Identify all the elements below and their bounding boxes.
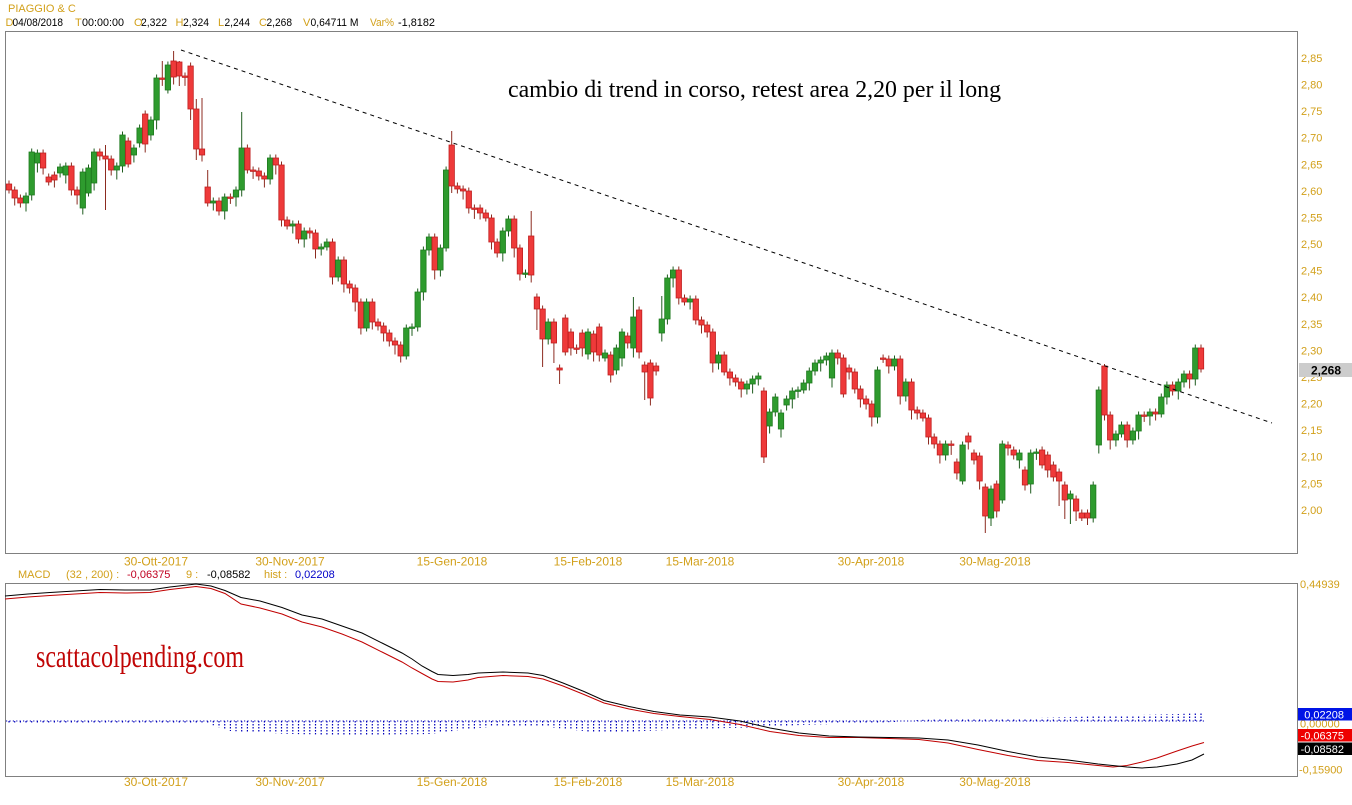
svg-text:2,322: 2,322 — [141, 17, 167, 29]
svg-text:30-Nov-2017: 30-Nov-2017 — [255, 555, 325, 569]
svg-text:15-Feb-2018: 15-Feb-2018 — [554, 775, 623, 789]
svg-text:0,02208: 0,02208 — [295, 569, 335, 581]
svg-text:30-Mag-2018: 30-Mag-2018 — [959, 775, 1031, 789]
svg-text:-0,06375: -0,06375 — [127, 569, 170, 581]
svg-text:0,44939: 0,44939 — [1300, 579, 1340, 591]
svg-text:30-Nov-2017: 30-Nov-2017 — [255, 775, 325, 789]
svg-text:PIAGGIO & C: PIAGGIO & C — [8, 3, 76, 15]
svg-text:30-Ott-2017: 30-Ott-2017 — [124, 775, 188, 789]
svg-text:00:00:00: 00:00:00 — [82, 17, 124, 29]
svg-text:15-Mar-2018: 15-Mar-2018 — [666, 775, 735, 789]
svg-text:2,40: 2,40 — [1301, 292, 1322, 304]
svg-text:H: H — [176, 17, 184, 29]
svg-text:30-Ott-2017: 30-Ott-2017 — [124, 555, 188, 569]
svg-text:scattacolpending.com: scattacolpending.com — [36, 638, 244, 674]
svg-text:04/08/2018: 04/08/2018 — [13, 17, 64, 29]
svg-text:L: L — [218, 17, 224, 29]
svg-text:2,244: 2,244 — [225, 17, 251, 29]
svg-text:2,50: 2,50 — [1301, 239, 1322, 251]
svg-text:O: O — [134, 17, 143, 29]
svg-text:0,02208: 0,02208 — [1304, 710, 1344, 722]
svg-text:30-Mag-2018: 30-Mag-2018 — [959, 555, 1031, 569]
svg-text:2,30: 2,30 — [1301, 345, 1322, 357]
svg-text:(32 , 200) :: (32 , 200) : — [66, 569, 119, 581]
svg-text:Var%: Var% — [370, 17, 394, 29]
svg-text:9 :: 9 : — [186, 569, 198, 581]
svg-text:30-Apr-2018: 30-Apr-2018 — [838, 555, 905, 569]
svg-text:15-Gen-2018: 15-Gen-2018 — [417, 775, 488, 789]
svg-text:2,75: 2,75 — [1301, 106, 1322, 118]
svg-text:-0,15900: -0,15900 — [1299, 765, 1342, 777]
svg-text:2,60: 2,60 — [1301, 186, 1322, 198]
svg-text:2,10: 2,10 — [1301, 452, 1322, 464]
svg-text:-0,08582: -0,08582 — [207, 569, 250, 581]
svg-text:2,268: 2,268 — [267, 17, 293, 29]
svg-text:2,55: 2,55 — [1301, 213, 1322, 225]
svg-text:C: C — [259, 17, 267, 29]
svg-text:2,65: 2,65 — [1301, 159, 1322, 171]
svg-text:2,20: 2,20 — [1301, 399, 1322, 411]
svg-text:2,45: 2,45 — [1301, 266, 1322, 278]
svg-text:-1,8182: -1,8182 — [398, 17, 435, 29]
svg-text:2,35: 2,35 — [1301, 319, 1322, 331]
svg-text:hist :: hist : — [264, 569, 287, 581]
svg-text:2,05: 2,05 — [1301, 478, 1322, 490]
svg-text:2,00: 2,00 — [1301, 505, 1322, 517]
svg-text:2,15: 2,15 — [1301, 425, 1322, 437]
svg-text:2,268: 2,268 — [1311, 364, 1341, 378]
svg-text:-0,06375: -0,06375 — [1301, 731, 1344, 743]
svg-text:0,64711 M: 0,64711 M — [311, 17, 359, 29]
svg-text:D: D — [6, 17, 14, 29]
svg-text:30-Apr-2018: 30-Apr-2018 — [838, 775, 905, 789]
svg-text:15-Mar-2018: 15-Mar-2018 — [666, 555, 735, 569]
svg-text:2,80: 2,80 — [1301, 80, 1322, 92]
svg-text:-0,08582: -0,08582 — [1301, 744, 1344, 756]
svg-text:V: V — [303, 17, 311, 29]
svg-text:T: T — [75, 17, 82, 29]
svg-text:MACD: MACD — [18, 569, 50, 581]
svg-text:2,324: 2,324 — [183, 17, 209, 29]
svg-text:2,70: 2,70 — [1301, 133, 1322, 145]
svg-text:15-Feb-2018: 15-Feb-2018 — [554, 555, 623, 569]
svg-text:cambio di trend in corso, rete: cambio di trend in corso, retest area 2,… — [508, 77, 1001, 103]
svg-text:0,00000: 0,00000 — [1300, 719, 1340, 731]
svg-text:15-Gen-2018: 15-Gen-2018 — [417, 555, 488, 569]
svg-text:2,85: 2,85 — [1301, 53, 1322, 65]
